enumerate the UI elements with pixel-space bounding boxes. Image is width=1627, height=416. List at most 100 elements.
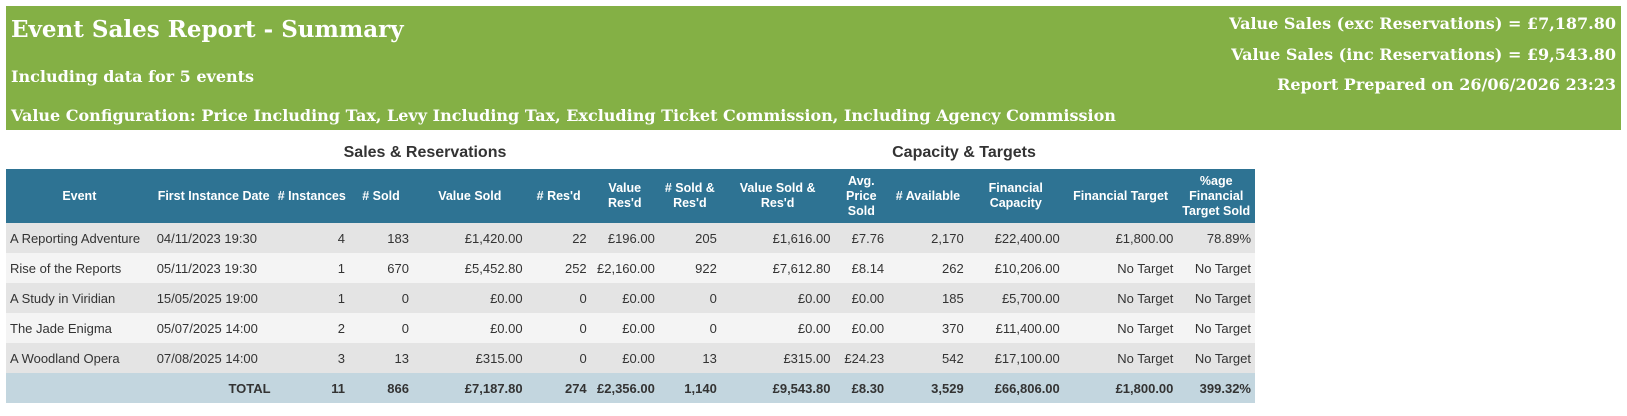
column-header: Financial Capacity [967,169,1064,223]
table-cell: No Target [1177,313,1255,343]
table-cell: 0 [526,343,591,373]
total-cell: 1,140 [658,373,721,403]
table-cell: No Target [1063,283,1178,313]
table-cell: The Jade Enigma [6,313,153,343]
table-cell: 04/11/2023 19:30 [152,223,275,253]
report-banner: Event Sales Report - Summary Including d… [6,6,1621,130]
table-cell: 0 [348,313,413,343]
report-prepared-date: Report Prepared on 26/06/2026 23:23 [1277,75,1616,94]
table-cell: No Target [1177,283,1255,313]
table-cell: £0.00 [413,283,527,313]
table-cell: £10,206.00 [967,253,1064,283]
column-header: Value Sold & Res'd [720,169,835,223]
table-cell: £0.00 [834,313,889,343]
table-cell: £5,452.80 [413,253,527,283]
value-configuration: Value Configuration: Price Including Tax… [11,106,1116,125]
table-cell: 15/05/2025 19:00 [152,283,275,313]
table-cell: £0.00 [590,313,659,343]
table-cell: A Woodland Opera [6,343,153,373]
report-title: Event Sales Report - Summary [11,16,404,43]
table-cell: 0 [658,283,721,313]
table-row: The Jade Enigma 05/07/2025 14:00 2 0 £0.… [6,313,1255,343]
table-cell: 05/07/2025 14:00 [152,313,275,343]
total-cell: £1,800.00 [1063,373,1178,403]
table-cell: 0 [658,313,721,343]
table-cell: 183 [348,223,413,253]
table-cell: No Target [1063,253,1178,283]
column-header: %age Financial Target Sold [1177,169,1255,223]
table-cell: £7,612.80 [720,253,835,283]
table-cell: A Study in Viridian [6,283,153,313]
table-cell: £1,420.00 [413,223,527,253]
table-cell: No Target [1063,313,1178,343]
table-cell: £22,400.00 [967,223,1064,253]
table-cell: 13 [348,343,413,373]
table-cell: 922 [658,253,721,283]
table-cell: No Target [1177,343,1255,373]
table-cell: 0 [526,283,591,313]
table-cell: 0 [526,313,591,343]
table-cell: £8.14 [834,253,889,283]
table-header-row: Event First Instance Date # Instances # … [6,169,1255,223]
table-cell: £0.00 [834,283,889,313]
table-cell: No Target [1177,253,1255,283]
total-cell: £8.30 [834,373,889,403]
total-cell: £66,806.00 [967,373,1064,403]
table-row: Rise of the Reports 05/11/2023 19:30 1 6… [6,253,1255,283]
table-cell: £1,616.00 [720,223,835,253]
table-cell: 1 [274,283,349,313]
table-cell: £315.00 [413,343,527,373]
table-row: A Study in Viridian 15/05/2025 19:00 1 0… [6,283,1255,313]
table-cell: £196.00 [590,223,659,253]
column-header: First Instance Date [152,169,275,223]
table-cell: £2,160.00 [590,253,659,283]
table-cell: £0.00 [413,313,527,343]
total-cell: £9,543.80 [720,373,835,403]
table-cell: 07/08/2025 14:00 [152,343,275,373]
table-cell: £17,100.00 [967,343,1064,373]
table-cell: 370 [888,313,968,343]
report-subtitle: Including data for 5 events [11,67,255,86]
table-cell: 252 [526,253,591,283]
table-cell: 670 [348,253,413,283]
table-cell: £0.00 [590,283,659,313]
table-cell: 22 [526,223,591,253]
value-sales-inc: Value Sales (inc Reservations) = £9,543.… [1231,45,1616,64]
table-cell: £0.00 [590,343,659,373]
table-cell: £24.23 [834,343,889,373]
event-sales-table: Event First Instance Date # Instances # … [6,169,1255,403]
table-row: A Woodland Opera 07/08/2025 14:00 3 13 £… [6,343,1255,373]
table-cell: 78.89% [1177,223,1255,253]
table-cell: £11,400.00 [967,313,1064,343]
table-cell: 2 [274,313,349,343]
table-cell: 05/11/2023 19:30 [152,253,275,283]
table-cell: No Target [1063,343,1178,373]
table-cell: 13 [658,343,721,373]
table-cell: 2,170 [888,223,968,253]
total-cell: 3,529 [888,373,968,403]
total-cell: 274 [526,373,591,403]
total-cell: 399.32% [1177,373,1255,403]
table-cell: 4 [274,223,349,253]
column-header: # Sold & Res'd [658,169,721,223]
total-label: TOTAL [6,373,275,403]
column-header: # Available [888,169,968,223]
total-row: TOTAL 11 866 £7,187.80 274 £2,356.00 1,1… [6,373,1255,403]
table-cell: 542 [888,343,968,373]
table-row: A Reporting Adventure 04/11/2023 19:30 4… [6,223,1255,253]
column-header: Financial Target [1063,169,1178,223]
table-cell: £0.00 [720,313,835,343]
column-header: Event [6,169,153,223]
column-header: # Res'd [526,169,591,223]
table-cell: Rise of the Reports [6,253,153,283]
column-header: # Instances [274,169,349,223]
table-cell: A Reporting Adventure [6,223,153,253]
section-heading-capacity: Capacity & Targets [892,144,1036,161]
column-header: Avg. Price Sold [834,169,889,223]
table-cell: £315.00 [720,343,835,373]
total-cell: £7,187.80 [413,373,527,403]
total-cell: 866 [348,373,413,403]
column-header: Value Res'd [590,169,659,223]
table-cell: £1,800.00 [1063,223,1178,253]
total-cell: 11 [274,373,349,403]
